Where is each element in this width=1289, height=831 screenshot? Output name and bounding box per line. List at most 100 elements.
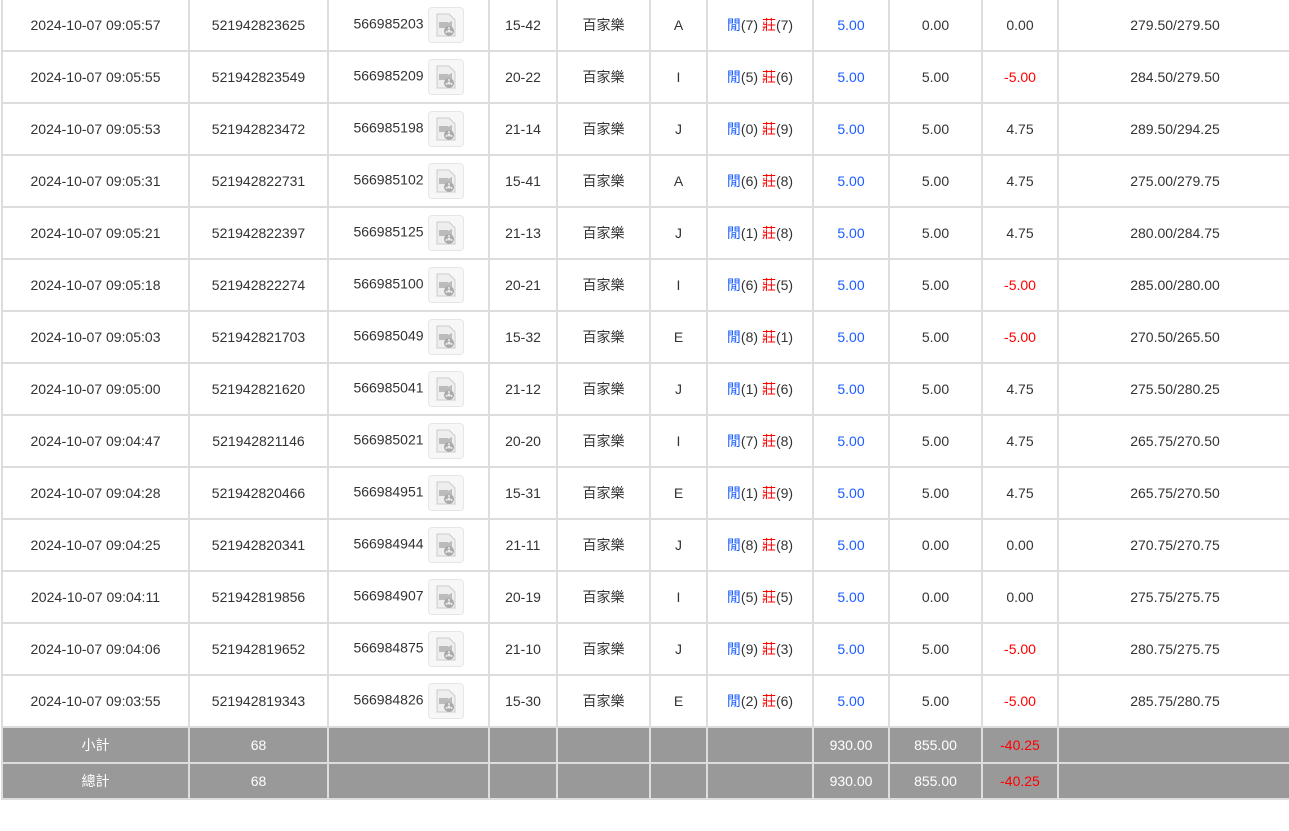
bet-id: 521942821146 <box>188 414 329 468</box>
round-cell: 566984944 <box>327 518 490 572</box>
valid-bet: 0.00 <box>888 518 983 572</box>
result-cell: 閒(5) 莊(6) <box>706 50 814 104</box>
seat: J <box>649 622 708 676</box>
result-cell: 閒(7) 莊(8) <box>706 414 814 468</box>
empty-cell <box>706 726 814 764</box>
bet-amount: 5.00 <box>812 518 890 572</box>
player-label: 閒 <box>726 173 741 189</box>
win-loss: 4.75 <box>981 414 1059 468</box>
video-replay-icon[interactable] <box>427 59 464 95</box>
video-replay-icon[interactable] <box>427 7 464 43</box>
video-replay-icon[interactable] <box>427 475 464 511</box>
bet-id: 521942819652 <box>188 622 329 676</box>
bet-time: 2024-10-07 09:04:47 <box>1 414 190 468</box>
table-row: 2024-10-07 09:04:28 521942820466 5669849… <box>1 466 1289 520</box>
table-row: 2024-10-07 09:04:47 521942821146 5669850… <box>1 414 1289 468</box>
player-label: 閒 <box>726 433 741 449</box>
player-label: 閒 <box>726 17 741 33</box>
subtotal-row: 小計 68 930.00 855.00 -40.25 <box>1 726 1289 764</box>
seat: I <box>649 570 708 624</box>
video-replay-icon[interactable] <box>427 683 464 719</box>
banker-points: (6) <box>775 693 794 709</box>
player-label: 閒 <box>726 537 741 553</box>
banker-points: (8) <box>775 225 794 241</box>
table-row: 2024-10-07 09:04:06 521942819652 5669848… <box>1 622 1289 676</box>
seat: I <box>649 258 708 312</box>
video-replay-icon[interactable] <box>427 111 464 147</box>
round-id: 566985209 <box>353 67 424 84</box>
banker-points: (6) <box>775 381 794 397</box>
round-cell: 566985021 <box>327 414 490 468</box>
table-row: 2024-10-07 09:05:55 521942823549 5669852… <box>1 50 1289 104</box>
banker-points: (9) <box>775 485 794 501</box>
bet-id: 521942820341 <box>188 518 329 572</box>
player-label: 閒 <box>726 69 741 85</box>
balance: 275.50/280.25 <box>1057 362 1289 416</box>
video-replay-icon[interactable] <box>427 215 464 251</box>
banker-points: (5) <box>775 277 794 293</box>
balance: 275.00/279.75 <box>1057 154 1289 208</box>
game-type: 百家樂 <box>556 258 651 312</box>
empty-cell <box>649 726 708 764</box>
game-type: 百家樂 <box>556 518 651 572</box>
player-label: 閒 <box>726 381 741 397</box>
total-row: 總計 68 930.00 855.00 -40.25 <box>1 762 1289 800</box>
bet-id: 521942822731 <box>188 154 329 208</box>
total-bet: 930.00 <box>812 762 890 800</box>
seat: E <box>649 466 708 520</box>
video-replay-icon[interactable] <box>427 319 464 355</box>
bet-history-table: 2024-10-07 09:05:57 521942823625 5669852… <box>1 0 1289 800</box>
win-loss: 4.75 <box>981 206 1059 260</box>
table-row: 2024-10-07 09:05:57 521942823625 5669852… <box>1 0 1289 52</box>
banker-points: (1) <box>775 329 794 345</box>
table-row: 2024-10-07 09:05:00 521942821620 5669850… <box>1 362 1289 416</box>
seat: E <box>649 310 708 364</box>
bet-time: 2024-10-07 09:05:31 <box>1 154 190 208</box>
video-replay-icon[interactable] <box>427 579 464 615</box>
video-replay-icon[interactable] <box>427 163 464 199</box>
player-label: 閒 <box>726 329 741 345</box>
round-id: 566985203 <box>353 15 424 32</box>
win-loss: 4.75 <box>981 102 1059 156</box>
bet-amount: 5.00 <box>812 414 890 468</box>
seat: E <box>649 674 708 728</box>
balance: 285.75/280.75 <box>1057 674 1289 728</box>
table-row: 2024-10-07 09:05:31 521942822731 5669851… <box>1 154 1289 208</box>
round-cell: 566985198 <box>327 102 490 156</box>
bet-time: 2024-10-07 09:04:28 <box>1 466 190 520</box>
bet-amount: 5.00 <box>812 154 890 208</box>
valid-bet: 5.00 <box>888 50 983 104</box>
player-points: (6) <box>740 277 759 293</box>
seat: J <box>649 362 708 416</box>
table-no: 15-32 <box>488 310 558 364</box>
win-loss: 4.75 <box>981 154 1059 208</box>
video-replay-icon[interactable] <box>427 527 464 563</box>
player-points: (8) <box>740 329 759 345</box>
round-cell: 566984875 <box>327 622 490 676</box>
empty-cell <box>649 762 708 800</box>
table-no: 15-31 <box>488 466 558 520</box>
result-cell: 閒(1) 莊(6) <box>706 362 814 416</box>
seat: J <box>649 102 708 156</box>
empty-cell <box>327 762 490 800</box>
bet-amount: 5.00 <box>812 570 890 624</box>
bet-id: 521942821703 <box>188 310 329 364</box>
balance: 275.75/275.75 <box>1057 570 1289 624</box>
empty-cell <box>1057 726 1289 764</box>
player-points: (7) <box>740 17 759 33</box>
player-points: (5) <box>740 589 759 605</box>
bet-time: 2024-10-07 09:05:18 <box>1 258 190 312</box>
seat: I <box>649 414 708 468</box>
banker-label: 莊 <box>761 69 776 85</box>
game-type: 百家樂 <box>556 466 651 520</box>
banker-label: 莊 <box>761 225 776 241</box>
bet-id: 521942822274 <box>188 258 329 312</box>
video-replay-icon[interactable] <box>427 631 464 667</box>
video-replay-icon[interactable] <box>427 423 464 459</box>
bet-id: 521942823625 <box>188 0 329 52</box>
result-cell: 閒(6) 莊(5) <box>706 258 814 312</box>
valid-bet: 5.00 <box>888 466 983 520</box>
balance: 284.50/279.50 <box>1057 50 1289 104</box>
video-replay-icon[interactable] <box>427 371 464 407</box>
video-replay-icon[interactable] <box>427 267 464 303</box>
